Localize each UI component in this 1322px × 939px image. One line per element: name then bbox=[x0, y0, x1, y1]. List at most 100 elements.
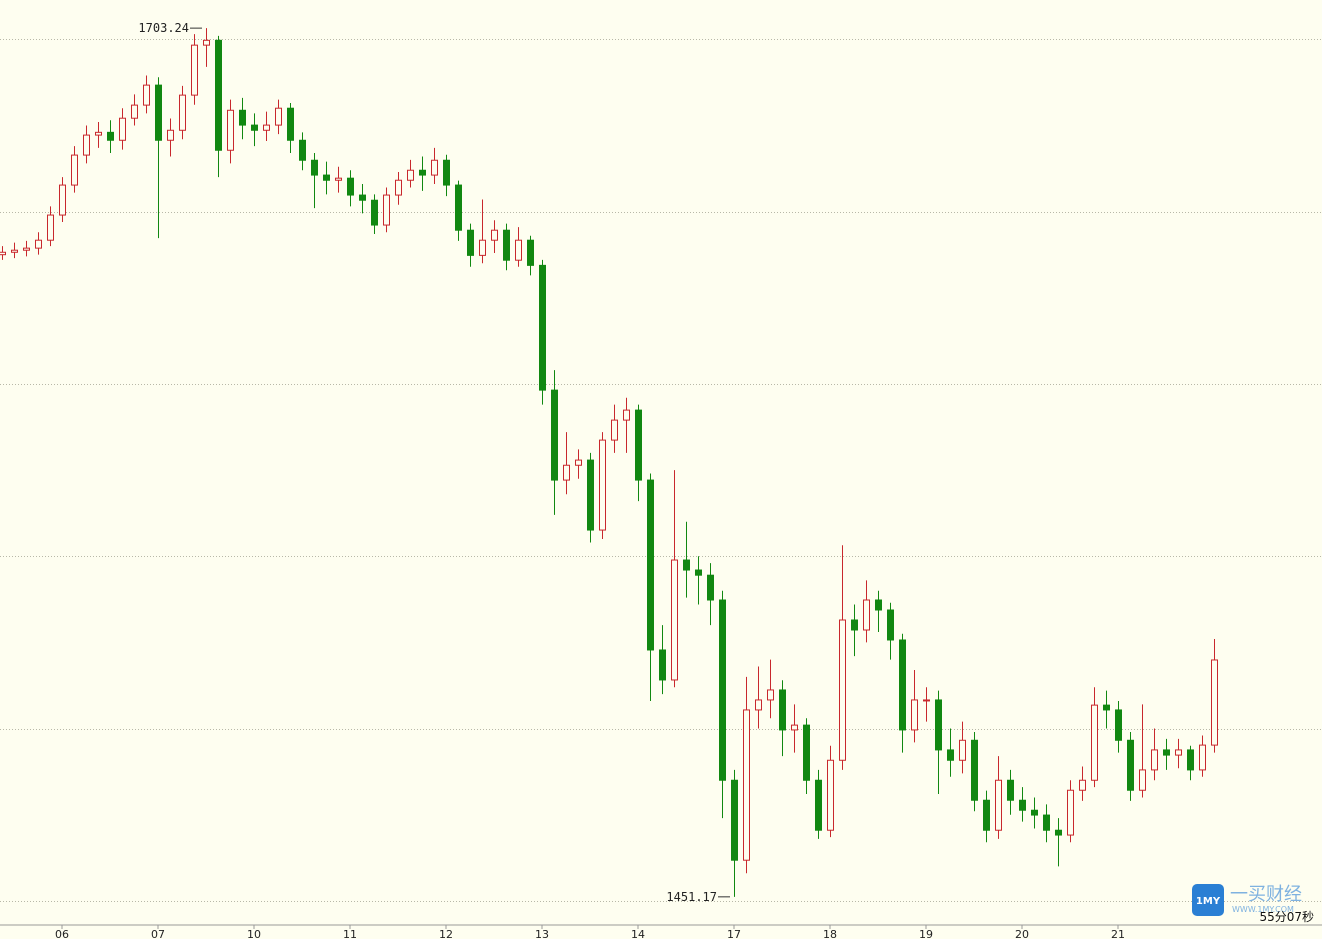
candle-body bbox=[371, 199, 378, 226]
candle-body bbox=[1151, 749, 1158, 771]
candle-body bbox=[515, 239, 522, 261]
candle-body bbox=[227, 109, 234, 151]
x-tick-label: 19 bbox=[919, 928, 933, 939]
candle-body bbox=[1139, 769, 1146, 791]
x-tick-label: 11 bbox=[343, 928, 357, 939]
candle-body bbox=[755, 699, 762, 711]
candle-body bbox=[707, 574, 714, 601]
x-tick-label: 18 bbox=[823, 928, 837, 939]
candle-body bbox=[947, 749, 954, 761]
candle-body bbox=[323, 174, 330, 181]
candle-body bbox=[659, 649, 666, 681]
candle-body bbox=[599, 439, 606, 531]
candle-body bbox=[803, 724, 810, 781]
candle-body bbox=[1175, 749, 1182, 756]
watermark-url: WWW.1MY.COM bbox=[1232, 905, 1294, 914]
candle-body bbox=[1091, 704, 1098, 781]
candle-body bbox=[875, 599, 882, 611]
candle-body bbox=[827, 759, 834, 831]
candle-body bbox=[851, 619, 858, 631]
candle-body bbox=[731, 779, 738, 861]
candle-body bbox=[1079, 779, 1086, 791]
x-tick-label: 06 bbox=[55, 928, 69, 939]
x-tick-label: 13 bbox=[535, 928, 549, 939]
candle-body bbox=[311, 159, 318, 176]
candle-body bbox=[719, 599, 726, 781]
candle-body bbox=[1067, 789, 1074, 836]
candle-body bbox=[899, 639, 906, 731]
candle-body bbox=[167, 129, 174, 141]
candle-body bbox=[791, 724, 798, 731]
candle-body bbox=[911, 699, 918, 731]
candle-body bbox=[299, 139, 306, 161]
x-tick-label: 07 bbox=[151, 928, 165, 939]
candle-body bbox=[647, 479, 654, 651]
candle-body bbox=[179, 94, 186, 131]
candle-body bbox=[203, 39, 210, 46]
candle-body bbox=[971, 739, 978, 801]
candle-body bbox=[1187, 749, 1194, 771]
x-tick-label: 10 bbox=[247, 928, 261, 939]
candle-body bbox=[575, 459, 582, 466]
candle-body bbox=[359, 194, 366, 201]
candle-body bbox=[863, 599, 870, 631]
candle-body bbox=[467, 229, 474, 256]
candle-body bbox=[1163, 749, 1170, 756]
candle-body bbox=[983, 799, 990, 831]
watermark-icon bbox=[1192, 884, 1224, 916]
candle-body bbox=[1127, 739, 1134, 791]
candle-body bbox=[215, 39, 222, 151]
candle-body bbox=[959, 739, 966, 761]
candle-body bbox=[611, 419, 618, 441]
candle-body bbox=[239, 109, 246, 126]
candle-body bbox=[671, 559, 678, 681]
candle-body bbox=[743, 709, 750, 861]
candle-body bbox=[1211, 659, 1218, 746]
candle-body bbox=[443, 159, 450, 186]
candle-body bbox=[131, 104, 138, 119]
candle-body bbox=[251, 124, 258, 131]
candle-body bbox=[11, 249, 18, 253]
candle-body bbox=[635, 409, 642, 481]
candle-body bbox=[383, 194, 390, 226]
candle-body bbox=[455, 184, 462, 231]
candle-body bbox=[191, 44, 198, 96]
candle-body bbox=[695, 569, 702, 576]
countdown: 55分07秒 bbox=[1259, 910, 1314, 924]
candle-body bbox=[767, 689, 774, 701]
candle-body bbox=[263, 124, 270, 131]
candle-body bbox=[1007, 779, 1014, 801]
candle-body bbox=[1055, 829, 1062, 836]
candle-body bbox=[119, 117, 126, 141]
x-tick-label: 20 bbox=[1015, 928, 1029, 939]
x-tick-label: 21 bbox=[1111, 928, 1125, 939]
candle-body bbox=[683, 559, 690, 571]
candle-body bbox=[1031, 809, 1038, 816]
candle-body bbox=[503, 229, 510, 261]
candle-body bbox=[419, 169, 426, 176]
candle-body bbox=[623, 409, 630, 421]
candle-body bbox=[587, 459, 594, 531]
candle-body bbox=[59, 184, 66, 216]
candle-body bbox=[563, 464, 570, 481]
candle-body bbox=[551, 389, 558, 481]
candle-body bbox=[107, 131, 114, 141]
candle-body bbox=[935, 699, 942, 751]
candle-body bbox=[887, 609, 894, 641]
candle-body bbox=[1019, 799, 1026, 811]
candle-body bbox=[1199, 744, 1206, 771]
watermark: 1MY 一买财经 WWW.1MY.COM bbox=[1192, 884, 1302, 916]
candle-body bbox=[335, 177, 342, 181]
candle-body bbox=[539, 264, 546, 391]
candle-body bbox=[23, 247, 30, 251]
candle-body bbox=[47, 214, 54, 241]
candle-body bbox=[527, 239, 534, 266]
candle-body bbox=[347, 177, 354, 196]
candle-body bbox=[71, 154, 78, 186]
candle-body bbox=[923, 699, 930, 702]
low-label: 1451.17 bbox=[666, 890, 717, 904]
candle-body bbox=[0, 251, 6, 256]
candle-body bbox=[275, 107, 282, 126]
